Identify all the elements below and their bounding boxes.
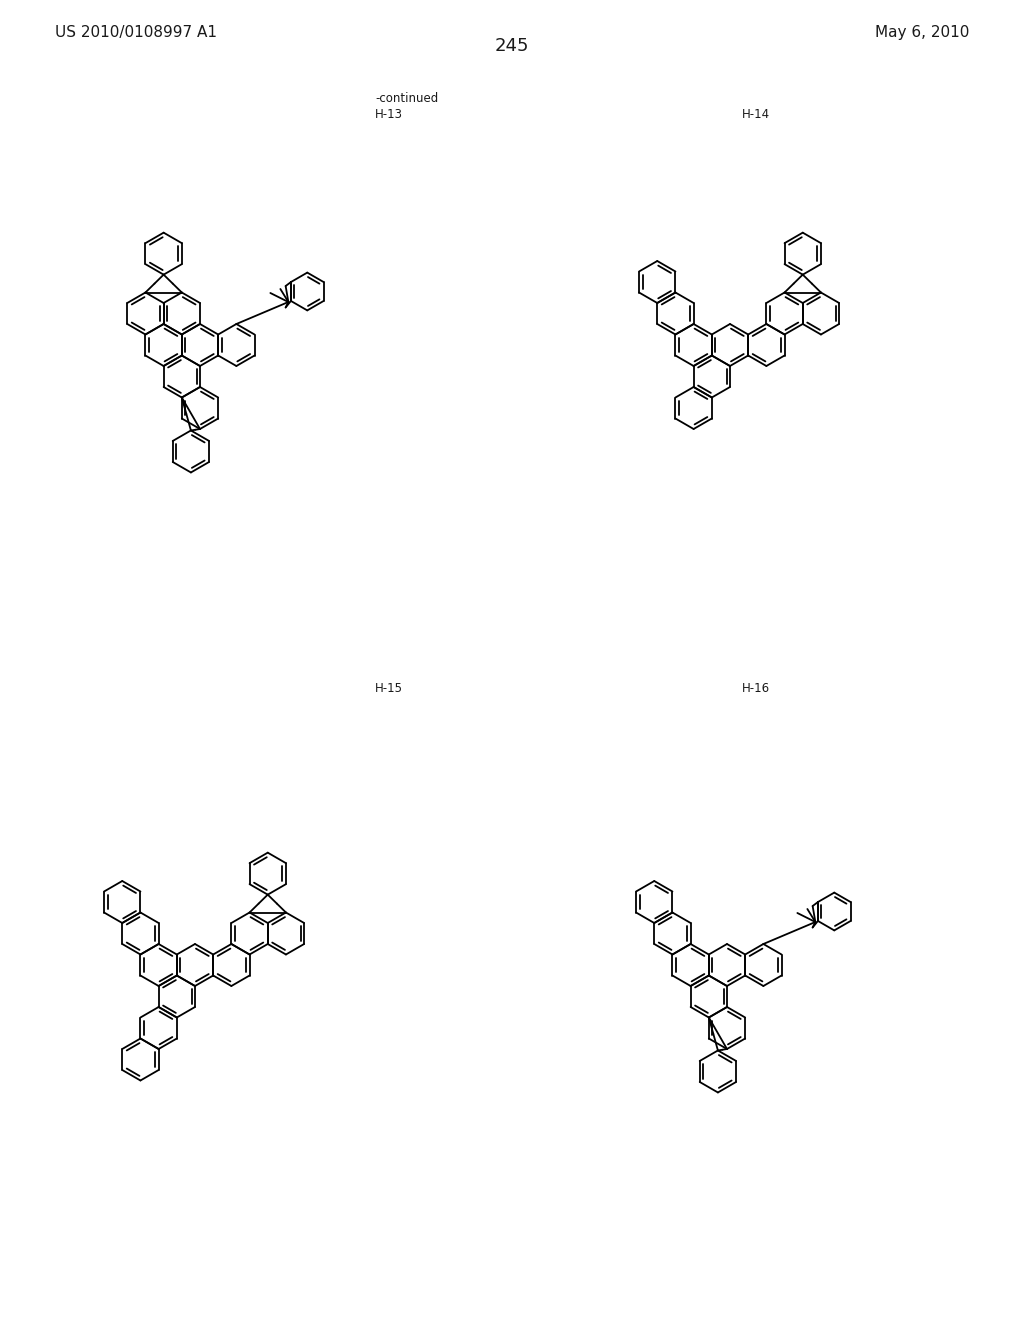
Text: May 6, 2010: May 6, 2010 xyxy=(874,25,969,40)
Text: H-15: H-15 xyxy=(375,682,403,696)
Text: H-16: H-16 xyxy=(742,682,770,696)
Text: US 2010/0108997 A1: US 2010/0108997 A1 xyxy=(55,25,217,40)
Text: H-14: H-14 xyxy=(742,108,770,121)
Text: -continued: -continued xyxy=(375,92,438,106)
Text: 245: 245 xyxy=(495,37,529,55)
Text: H-13: H-13 xyxy=(375,108,403,121)
